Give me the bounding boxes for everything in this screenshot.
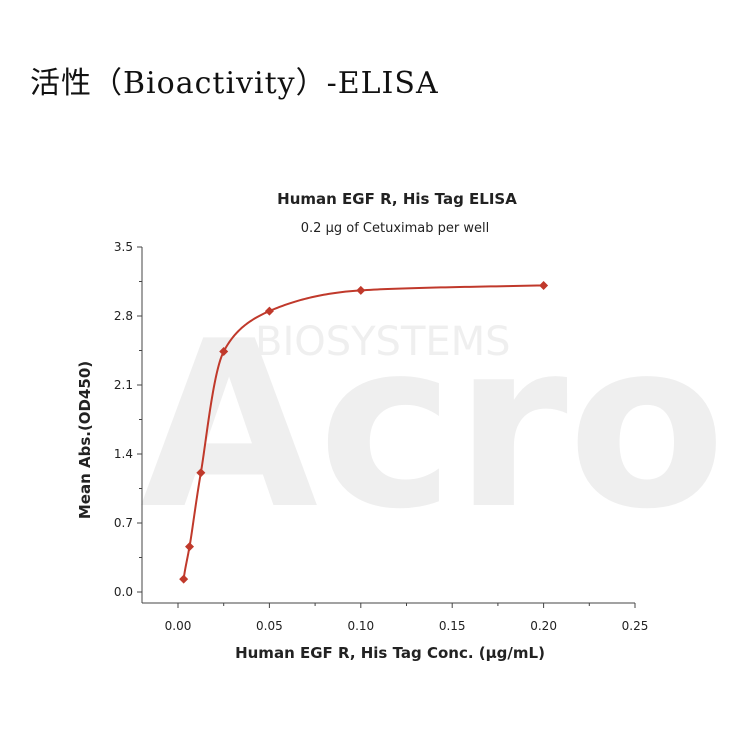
y-axis-label: Mean Abs.(OD450) [76,361,94,519]
page-heading: 活性（Bioactivity）-ELISA [30,66,439,101]
data-point [539,280,549,290]
data-point [185,542,195,552]
y-tick-label: 3.5 [114,240,133,254]
watermark: Acro BIOSYSTEMS [140,293,726,560]
x-tick-label: 0.20 [530,619,557,633]
watermark-large: Acro [140,293,726,560]
y-tick-label: 0.7 [114,516,133,530]
data-point [219,346,229,356]
chart-title: Human EGF R, His Tag ELISA [277,190,517,208]
y-tick-label: 0.0 [114,585,133,599]
data-points [179,280,549,584]
chart-subtitle: 0.2 µg of Cetuximab per well [301,221,489,236]
y-tick-label: 1.4 [114,447,133,461]
watermark-small: BIOSYSTEMS [255,319,511,365]
x-tick-label: 0.05 [256,619,283,633]
x-tick-label: 0.00 [165,619,192,633]
y-tick-label: 2.1 [114,378,133,392]
data-point [179,574,189,584]
x-tick-label: 0.15 [439,619,466,633]
axes: 0.0 0.7 1.4 2.1 2.8 3.5 0.00 0.05 0.10 0.15 0.20 0.… [114,240,648,633]
y-tick-label: 2.8 [114,309,133,323]
x-axis-label: Human EGF R, His Tag Conc. (µg/mL) [235,644,545,662]
x-tick-label: 0.10 [347,619,374,633]
x-tick-label: 0.25 [622,619,649,633]
data-point [264,306,274,316]
data-point [196,468,206,478]
data-point [356,285,366,295]
